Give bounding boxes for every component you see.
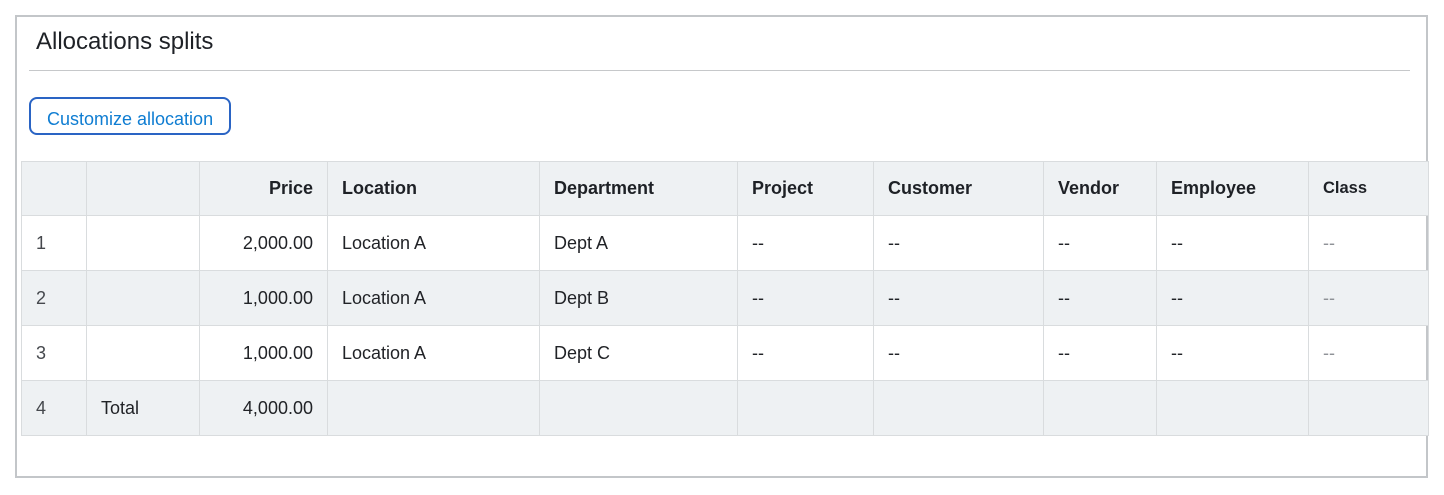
cell-department: Dept A — [539, 215, 738, 271]
cell-label — [86, 325, 200, 381]
toolbar: Customize allocation — [29, 97, 1426, 135]
cell-vendor — [1043, 380, 1157, 436]
cell-employee: -- — [1156, 215, 1309, 271]
allocations-table-wrap: Price Location Department Project Customer Ve… — [21, 161, 1429, 436]
column-header-row_num — [21, 161, 87, 216]
cell-price: 1,000.00 — [199, 270, 328, 326]
cell-employee: -- — [1156, 325, 1309, 381]
column-header-project: Project — [737, 161, 874, 216]
column-header-label — [86, 161, 200, 216]
page-title: Allocations splits — [36, 28, 214, 55]
cell-employee: -- — [1156, 270, 1309, 326]
cell-location: Location A — [327, 270, 540, 326]
cell-department: Dept B — [539, 270, 738, 326]
cell-project — [737, 380, 874, 436]
cell-row_num: 3 — [21, 325, 87, 381]
cell-customer: -- — [873, 215, 1044, 271]
title-divider — [29, 70, 1410, 71]
cell-row_num: 2 — [21, 270, 87, 326]
cell-customer — [873, 380, 1044, 436]
allocations-splits-panel: Allocations splits Customize allocation … — [15, 15, 1429, 478]
allocations-table: Price Location Department Project Customer Ve… — [21, 161, 1429, 436]
cell-class: -- — [1308, 325, 1429, 381]
cell-row_num: 4 — [21, 380, 87, 436]
cell-location: Location A — [327, 215, 540, 271]
cell-class — [1308, 380, 1429, 436]
cell-vendor: -- — [1043, 325, 1157, 381]
cell-customer: -- — [873, 270, 1044, 326]
cell-price: 1,000.00 — [199, 325, 328, 381]
cell-location: Location A — [327, 325, 540, 381]
cell-project: -- — [737, 325, 874, 381]
column-header-employee: Employee — [1156, 161, 1309, 216]
column-header-department: Department — [539, 161, 738, 216]
column-header-customer: Customer — [873, 161, 1044, 216]
cell-label — [86, 270, 200, 326]
cell-price: 4,000.00 — [199, 380, 328, 436]
column-header-vendor: Vendor — [1043, 161, 1157, 216]
cell-location — [327, 380, 540, 436]
cell-project: -- — [737, 215, 874, 271]
cell-vendor: -- — [1043, 215, 1157, 271]
cell-employee — [1156, 380, 1309, 436]
table-row: 1 2,000.00 Location A Dept A -- -- -- -- -- — [21, 215, 1429, 271]
column-header-location: Location — [327, 161, 540, 216]
cell-vendor: -- — [1043, 270, 1157, 326]
column-header-class: Class — [1308, 161, 1429, 216]
cell-class: -- — [1308, 215, 1429, 271]
cell-row_num: 1 — [21, 215, 87, 271]
cell-price: 2,000.00 — [199, 215, 328, 271]
table-row: 2 1,000.00 Location A Dept B -- -- -- -- -- — [21, 270, 1429, 326]
customize-allocation-button[interactable]: Customize allocation — [29, 97, 232, 135]
column-header-price: Price — [199, 161, 328, 216]
cell-customer: -- — [873, 325, 1044, 381]
table-row: 3 1,000.00 Location A Dept C -- -- -- -- -- — [21, 325, 1429, 381]
cell-label: Total — [86, 380, 200, 436]
cell-project: -- — [737, 270, 874, 326]
table-row: 4 Total 4,000.00 — [21, 380, 1429, 436]
cell-class: -- — [1308, 270, 1429, 326]
table-body: 1 2,000.00 Location A Dept A -- -- -- -- -- 2 1,00… — [21, 215, 1429, 436]
cell-label — [86, 215, 200, 271]
table-header-row: Price Location Department Project Customer Ve… — [21, 161, 1429, 216]
cell-department: Dept C — [539, 325, 738, 381]
cell-department — [539, 380, 738, 436]
table-header: Price Location Department Project Customer Ve… — [21, 161, 1429, 216]
